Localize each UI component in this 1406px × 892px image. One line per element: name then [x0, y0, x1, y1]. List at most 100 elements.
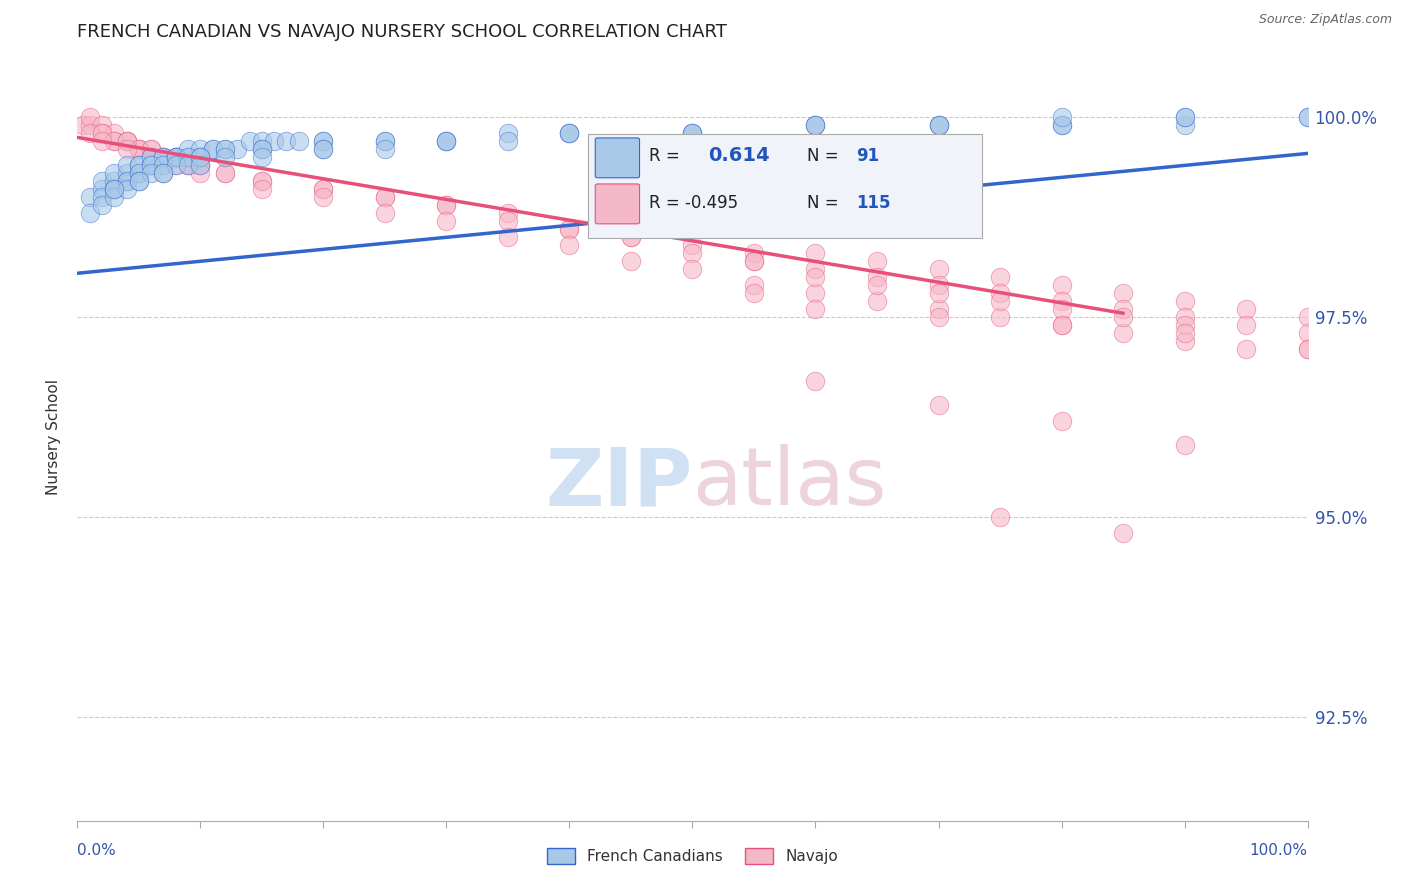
Point [1174, 438, 1197, 452]
Point [988, 294, 1011, 309]
Point [496, 230, 519, 244]
Point [496, 206, 519, 220]
Point [928, 278, 950, 293]
Point [988, 310, 1011, 325]
Point [152, 150, 174, 164]
Point [177, 158, 200, 172]
Point [804, 119, 827, 133]
Point [128, 158, 150, 172]
Point [804, 119, 827, 133]
Point [128, 158, 150, 172]
Point [79, 206, 101, 220]
Point [177, 158, 200, 172]
Point [103, 135, 125, 149]
Point [312, 142, 335, 156]
Point [90, 127, 114, 141]
Point [115, 166, 138, 180]
Point [804, 119, 827, 133]
Point [165, 158, 187, 172]
Text: 100.0%: 100.0% [1250, 843, 1308, 858]
Point [188, 142, 212, 156]
Point [866, 278, 889, 293]
Point [90, 135, 114, 149]
Point [312, 142, 335, 156]
Point [620, 254, 643, 268]
Point [115, 174, 138, 188]
Point [188, 150, 212, 164]
Point [79, 127, 101, 141]
Point [115, 158, 138, 172]
Point [682, 238, 704, 252]
Point [804, 286, 827, 301]
Point [250, 182, 273, 196]
Point [128, 166, 150, 180]
Point [115, 135, 138, 149]
Point [436, 214, 458, 228]
Point [141, 158, 163, 172]
Point [90, 182, 114, 196]
Point [128, 142, 150, 156]
Point [152, 150, 174, 164]
FancyBboxPatch shape [595, 138, 640, 178]
Point [742, 254, 765, 268]
Point [79, 190, 101, 204]
Point [103, 182, 125, 196]
Point [128, 166, 150, 180]
Point [1296, 342, 1319, 356]
Point [141, 142, 163, 156]
FancyBboxPatch shape [588, 134, 981, 237]
Point [312, 135, 335, 149]
Point [1112, 525, 1135, 540]
Point [928, 310, 950, 325]
Point [1050, 302, 1073, 317]
Point [141, 158, 163, 172]
Point [804, 270, 827, 285]
Point [103, 174, 125, 188]
Point [188, 158, 212, 172]
Point [188, 150, 212, 164]
Point [1174, 334, 1197, 348]
Point [152, 150, 174, 164]
Point [1174, 326, 1197, 341]
Text: R = -0.495: R = -0.495 [650, 194, 738, 212]
Point [312, 182, 335, 196]
Point [90, 198, 114, 212]
Point [141, 150, 163, 164]
Point [128, 174, 150, 188]
Point [79, 119, 101, 133]
Point [128, 174, 150, 188]
Text: R =: R = [650, 146, 685, 164]
Point [239, 135, 262, 149]
Point [90, 127, 114, 141]
Point [496, 127, 519, 141]
Point [928, 302, 950, 317]
Point [558, 127, 581, 141]
Point [682, 127, 704, 141]
Point [1050, 119, 1073, 133]
Point [928, 119, 950, 133]
Point [1050, 278, 1073, 293]
Point [866, 270, 889, 285]
Point [103, 127, 125, 141]
Point [152, 166, 174, 180]
Point [928, 119, 950, 133]
Point [115, 135, 138, 149]
Point [1174, 119, 1197, 133]
Point [250, 150, 273, 164]
Point [620, 230, 643, 244]
Point [214, 142, 236, 156]
Point [103, 182, 125, 196]
Point [558, 222, 581, 236]
Point [288, 135, 311, 149]
Point [214, 142, 236, 156]
Point [1174, 111, 1197, 125]
Text: 115: 115 [856, 194, 890, 212]
Point [1112, 326, 1135, 341]
Point [988, 286, 1011, 301]
Text: 0.614: 0.614 [709, 146, 770, 165]
Point [558, 222, 581, 236]
Point [90, 119, 114, 133]
Point [263, 135, 285, 149]
Point [866, 254, 889, 268]
Point [250, 142, 273, 156]
